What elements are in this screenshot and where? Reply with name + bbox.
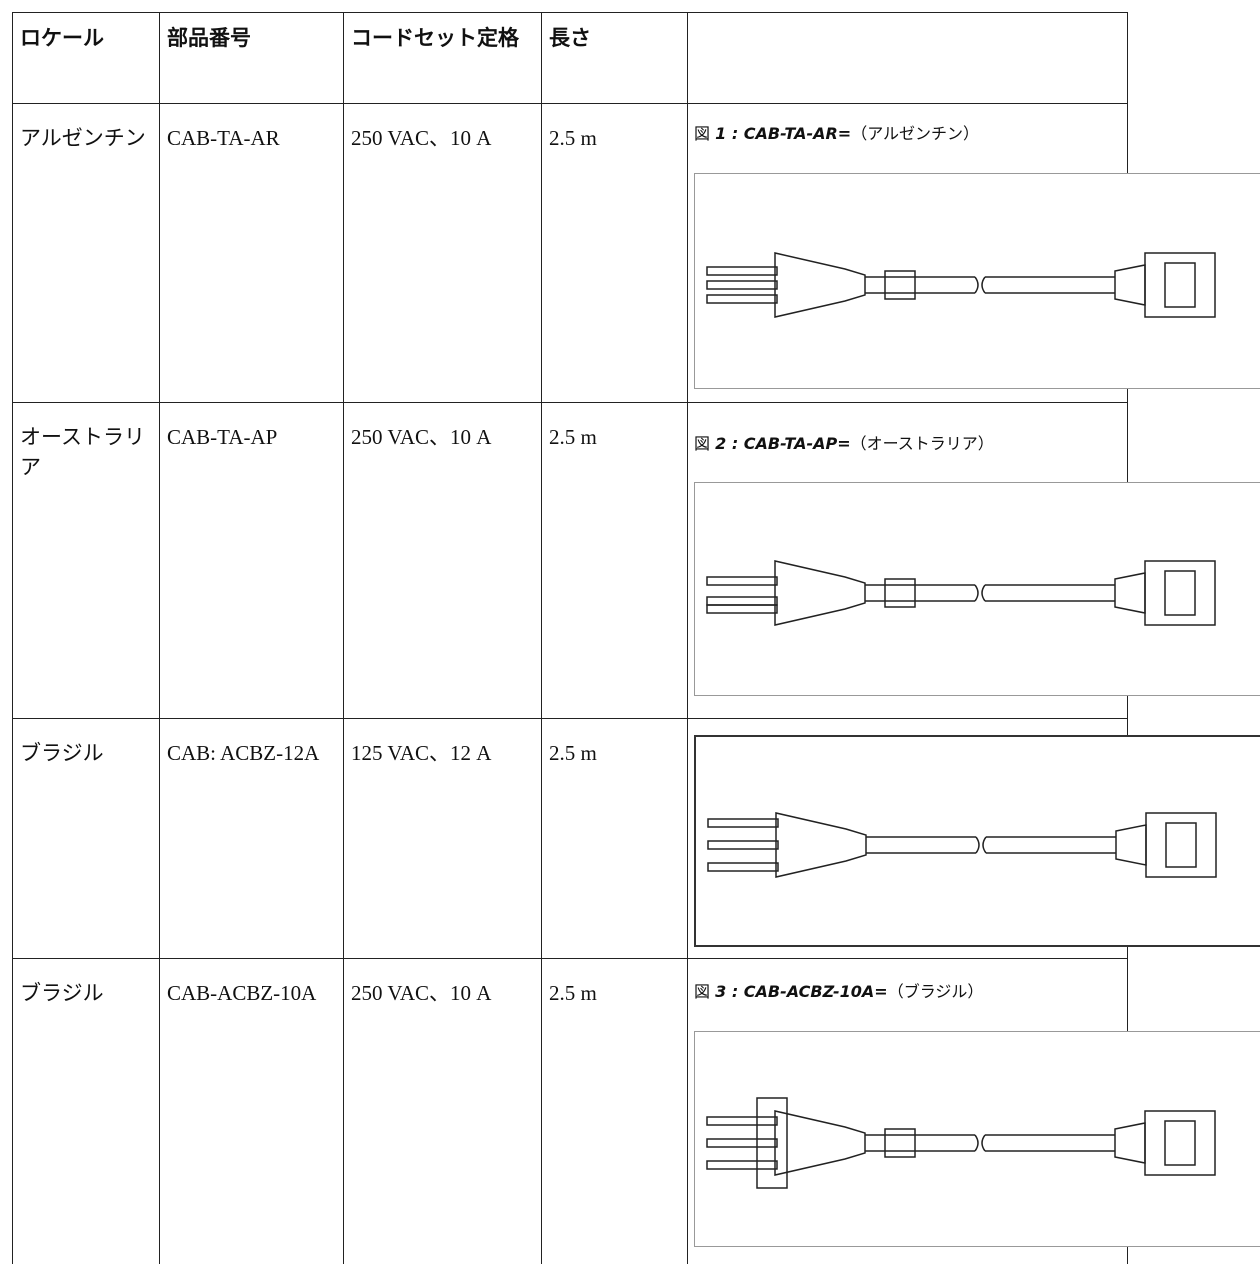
cord-drawing	[1144, 1110, 1216, 1176]
cord-drawing	[884, 578, 916, 608]
cord-drawing	[706, 1116, 778, 1126]
figure-id: 1 : CAB-TA-AR=	[715, 124, 852, 143]
table-cell: 2.5 m	[549, 981, 597, 1005]
cord-drawing	[706, 604, 778, 614]
header-cell: ロケール	[20, 26, 104, 50]
figure-caption: 図 1 : CAB-TA-AR=（アルゼンチン）	[694, 120, 979, 144]
cord-drawing	[1115, 824, 1147, 866]
cord-drawing	[1164, 570, 1196, 616]
cord-drawing	[706, 280, 778, 290]
column-border	[343, 12, 344, 1264]
figure-image	[694, 173, 1260, 389]
header-cell: コードセット定格	[351, 26, 519, 50]
figure-caption: 図 3 : CAB-ACBZ-10A=（ブラジル）	[694, 978, 983, 1002]
figure-image	[694, 482, 1260, 696]
column-border	[687, 12, 688, 1264]
cord-drawing	[774, 252, 866, 318]
cord-drawing	[706, 1138, 778, 1148]
cord-drawing	[1165, 822, 1197, 868]
table-cell: アルゼンチン	[20, 126, 146, 150]
cord-drawing	[774, 560, 866, 626]
cord-drawing	[974, 1134, 986, 1152]
cord-drawing	[884, 1128, 916, 1158]
table-cell: ブラジル	[20, 981, 104, 1005]
row-border	[12, 402, 1127, 403]
cord-drawing	[974, 276, 986, 294]
row-border	[12, 958, 1127, 959]
cord-drawing	[1164, 262, 1196, 308]
power-cord-illustration	[707, 812, 1217, 878]
cord-drawing	[774, 1110, 866, 1176]
column-border	[541, 12, 542, 1264]
figure-text: （オーストラリア）	[850, 434, 994, 453]
cord-drawing	[706, 294, 778, 304]
cord-drawing	[707, 862, 779, 872]
row-border	[12, 103, 1127, 104]
table-cell: オーストラリア	[20, 425, 145, 479]
column-border	[159, 12, 160, 1264]
table-cell: 125 VAC、12 A	[351, 741, 492, 765]
table-cell: CAB-TA-AP	[167, 425, 278, 449]
table-cell: CAB-ACBZ-10A	[167, 981, 317, 1005]
column-border	[12, 12, 13, 1264]
figure-text: （ブラジル）	[887, 982, 984, 1001]
header-cell: 部品番号	[167, 26, 251, 50]
cord-drawing	[1114, 264, 1146, 306]
cord-drawing	[706, 576, 778, 586]
table-cell: ブラジル	[20, 741, 104, 765]
cord-drawing	[1144, 252, 1216, 318]
figure-caption: 図 2 : CAB-TA-AP=（オーストラリア）	[694, 430, 994, 454]
cord-drawing	[706, 266, 778, 276]
figure-label: 図	[694, 124, 711, 143]
cord-drawing	[775, 812, 867, 878]
cord-drawing	[974, 584, 986, 602]
cord-drawing	[1164, 1120, 1196, 1166]
cord-drawing	[706, 596, 778, 606]
cord-drawing	[1114, 1122, 1146, 1164]
cord-drawing	[707, 818, 779, 828]
power-cord-illustration	[706, 252, 1216, 318]
row-border	[12, 12, 1127, 13]
figure-label: 図	[694, 982, 711, 1001]
power-cord-illustration	[706, 1097, 1216, 1189]
cord-drawing	[707, 840, 779, 850]
cord-drawing	[1144, 560, 1216, 626]
cord-drawing	[706, 1160, 778, 1170]
figure-image	[694, 735, 1260, 947]
table-cell: 2.5 m	[549, 741, 597, 765]
table-cell: 250 VAC、10 A	[351, 981, 492, 1005]
figure-text: （アルゼンチン）	[851, 124, 980, 143]
table-cell: 250 VAC、10 A	[351, 425, 492, 449]
figure-label: 図	[694, 434, 711, 453]
row-border	[12, 718, 1127, 719]
cord-drawing	[884, 270, 916, 300]
table-cell: 2.5 m	[549, 425, 597, 449]
table-cell: CAB: ACBZ-12A	[167, 741, 320, 765]
figure-id: 3 : CAB-ACBZ-10A=	[715, 982, 888, 1001]
header-cell: 長さ	[549, 26, 591, 50]
figure-id: 2 : CAB-TA-AP=	[715, 434, 851, 453]
cord-drawing	[1145, 812, 1217, 878]
cord-drawing	[975, 836, 987, 854]
table-cell: 2.5 m	[549, 126, 597, 150]
table-cell: CAB-TA-AR	[167, 126, 280, 150]
power-cord-illustration	[706, 560, 1216, 626]
figure-image	[694, 1031, 1260, 1247]
table-cell: 250 VAC、10 A	[351, 126, 492, 150]
cord-drawing	[756, 1097, 788, 1189]
cord-drawing	[1114, 572, 1146, 614]
